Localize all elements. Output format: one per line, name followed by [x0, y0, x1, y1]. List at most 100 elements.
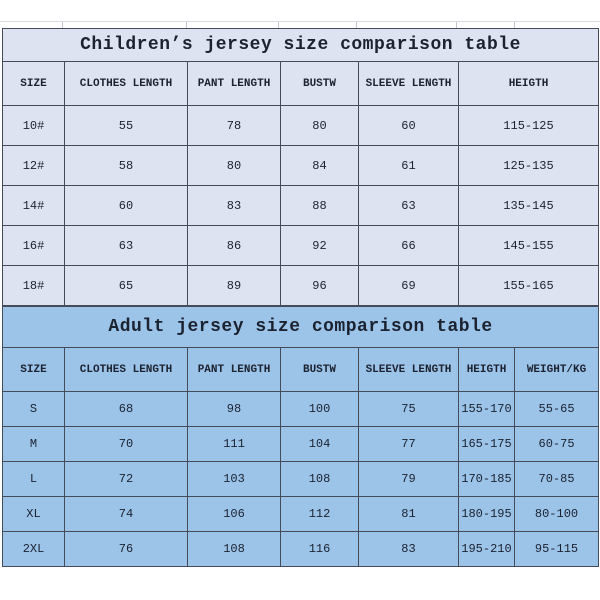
value-cell: 108	[187, 531, 281, 567]
value-cell: 70	[64, 426, 188, 462]
value-cell: 86	[187, 225, 281, 266]
size-cell: 14#	[2, 185, 65, 226]
column-header: HEIGTH	[457, 61, 600, 106]
size-cell: S	[2, 391, 65, 427]
value-cell: 58	[64, 145, 188, 186]
value-cell: 180-195	[458, 496, 515, 532]
value-cell: 83	[358, 531, 459, 567]
adult-header-row: SIZE CLOTHES LENGTH PANT LENGTH BUSTW SLEEVE…	[2, 347, 600, 392]
value-cell: 125-135	[457, 145, 600, 186]
size-cell: 16#	[2, 225, 65, 266]
children-header-row: SIZE CLOTHES LENGTH PANT LENGTH BUSTW SLEEVE…	[2, 61, 600, 106]
table-row: M 70 111 104 77 165-175 60-75	[2, 426, 600, 462]
table-row: 18# 65 89 96 69 155-165	[2, 265, 600, 306]
column-header: HEIGTH	[458, 347, 515, 392]
value-cell: 63	[358, 185, 459, 226]
column-tick	[186, 22, 187, 28]
value-cell: 55	[64, 105, 188, 146]
table-row: XL 74 106 112 81 180-195 80-100	[2, 496, 600, 532]
size-cell: 2XL	[2, 531, 65, 567]
value-cell: 155-170	[458, 391, 515, 427]
table-row: 12# 58 80 84 61 125-135	[2, 145, 600, 186]
value-cell: 60	[64, 185, 188, 226]
value-cell: 79	[358, 461, 459, 497]
value-cell: 92	[280, 225, 359, 266]
column-header: SIZE	[2, 61, 65, 106]
value-cell: 104	[280, 426, 359, 462]
size-cell: M	[2, 426, 65, 462]
adult-table-title: Adult jersey size comparison table	[1, 306, 600, 348]
value-cell: 155-165	[457, 265, 600, 306]
value-cell: 72	[64, 461, 188, 497]
value-cell: 70-85	[513, 461, 600, 497]
value-cell: 68	[64, 391, 188, 427]
value-cell: 135-145	[457, 185, 600, 226]
value-cell: 98	[187, 391, 281, 427]
value-cell: 111	[187, 426, 281, 462]
value-cell: 165-175	[458, 426, 515, 462]
size-cell: XL	[2, 496, 65, 532]
size-cell: L	[2, 461, 65, 497]
children-size-table: Children’s jersey size comparison table …	[1, 28, 600, 306]
column-header: PANT LENGTH	[187, 347, 281, 392]
value-cell: 170-185	[458, 461, 515, 497]
value-cell: 80	[280, 105, 359, 146]
column-header: CLOTHES LENGTH	[64, 347, 188, 392]
column-header: BUSTW	[280, 61, 359, 106]
value-cell: 103	[187, 461, 281, 497]
value-cell: 75	[358, 391, 459, 427]
column-header: SLEEVE LENGTH	[358, 61, 459, 106]
value-cell: 69	[358, 265, 459, 306]
value-cell: 116	[280, 531, 359, 567]
value-cell: 83	[187, 185, 281, 226]
size-cell: 18#	[2, 265, 65, 306]
value-cell: 74	[64, 496, 188, 532]
column-tick	[62, 22, 63, 28]
adult-size-table: Adult jersey size comparison table SIZE C…	[1, 306, 600, 567]
size-cell: 12#	[2, 145, 65, 186]
children-table-title: Children’s jersey size comparison table	[1, 28, 600, 62]
column-header: BUSTW	[280, 347, 359, 392]
value-cell: 95-115	[513, 531, 600, 567]
value-cell: 195-210	[458, 531, 515, 567]
value-cell: 81	[358, 496, 459, 532]
column-header: WEIGHT/KG	[513, 347, 600, 392]
value-cell: 112	[280, 496, 359, 532]
value-cell: 65	[64, 265, 188, 306]
column-header: CLOTHES LENGTH	[64, 61, 188, 106]
adult-table-body: S 68 98 100 75 155-170 55-65 M 70 111 104 77 165-175…	[2, 391, 600, 567]
value-cell: 100	[280, 391, 359, 427]
column-tick	[514, 22, 515, 28]
value-cell: 106	[187, 496, 281, 532]
value-cell: 63	[64, 225, 188, 266]
value-cell: 96	[280, 265, 359, 306]
table-row: 2XL 76 108 116 83 195-210 95-115	[2, 531, 600, 567]
value-cell: 66	[358, 225, 459, 266]
table-row: 14# 60 83 88 63 135-145	[2, 185, 600, 226]
column-tick	[356, 22, 357, 28]
column-header: PANT LENGTH	[187, 61, 281, 106]
column-header: SIZE	[2, 347, 65, 392]
value-cell: 60-75	[513, 426, 600, 462]
value-cell: 61	[358, 145, 459, 186]
value-cell: 77	[358, 426, 459, 462]
table-row: S 68 98 100 75 155-170 55-65	[2, 391, 600, 427]
value-cell: 88	[280, 185, 359, 226]
tables-wrap: Children’s jersey size comparison table …	[1, 28, 600, 567]
spreadsheet-gridline	[0, 21, 600, 22]
size-cell: 10#	[2, 105, 65, 146]
value-cell: 108	[280, 461, 359, 497]
value-cell: 89	[187, 265, 281, 306]
value-cell: 60	[358, 105, 459, 146]
table-row: L 72 103 108 79 170-185 70-85	[2, 461, 600, 497]
value-cell: 84	[280, 145, 359, 186]
children-table-body: 10# 55 78 80 60 115-125 12# 58 80 84 61 125-135 14# 6…	[2, 105, 600, 306]
value-cell: 80-100	[513, 496, 600, 532]
adult-title-row: Adult jersey size comparison table	[1, 306, 600, 348]
column-tick	[278, 22, 279, 28]
table-row: 10# 55 78 80 60 115-125	[2, 105, 600, 146]
value-cell: 55-65	[513, 391, 600, 427]
value-cell: 80	[187, 145, 281, 186]
table-row: 16# 63 86 92 66 145-155	[2, 225, 600, 266]
